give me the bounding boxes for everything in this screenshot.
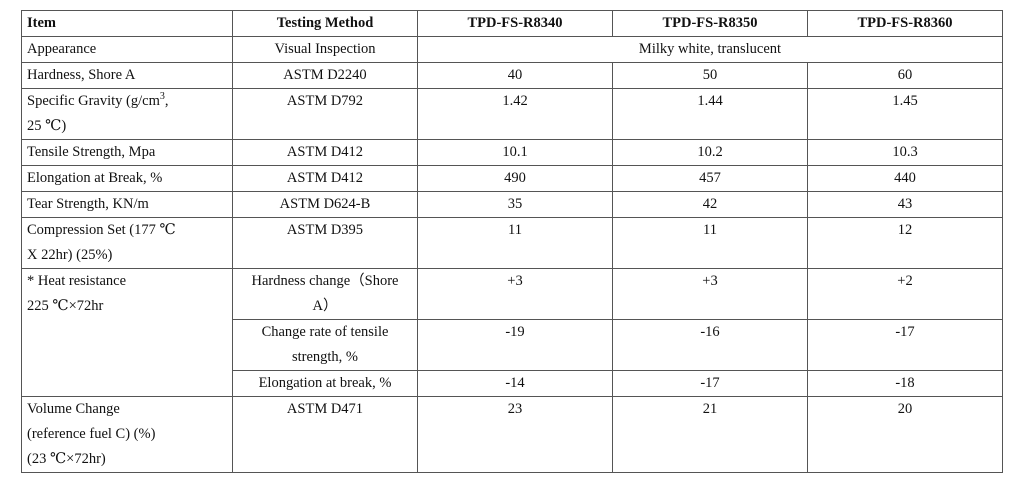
header-item: Item	[21, 10, 233, 37]
table-row: * Heat resistance 225 ℃×72hr Hardness ch…	[21, 268, 1003, 397]
item-cell: Appearance	[21, 36, 233, 63]
value-cell: 23	[417, 396, 613, 473]
method-cell: ASTM D395	[232, 217, 418, 269]
value-cell: 1.45	[807, 88, 1003, 140]
item-text: 225 ℃×72hr	[27, 298, 104, 314]
table-row: Volume Change (reference fuel C) (%) (23…	[21, 396, 1003, 473]
method-text: Hardness change（Shore	[251, 273, 399, 289]
header-r8360: TPD-FS-R8360	[807, 10, 1003, 37]
table-row: Tear Strength, KN/m ASTM D624-B 35 42 43	[21, 191, 1003, 218]
method-cell: ASTM D2240	[232, 62, 418, 89]
value-cell: 40	[417, 62, 613, 89]
method-cell: Elongation at break, %	[232, 370, 418, 397]
item-cell: Hardness, Shore A	[21, 62, 233, 89]
value-cell: 21	[612, 396, 808, 473]
method-cell: Visual Inspection	[232, 36, 418, 63]
value-cell: +3	[417, 268, 613, 320]
item-text: Compression Set (177 ℃	[27, 222, 176, 238]
table-row: Specific Gravity (g/cm3, 25 ℃) ASTM D792…	[21, 88, 1003, 140]
value-cell: 1.42	[417, 88, 613, 140]
value-cell: 35	[417, 191, 613, 218]
value-cell: 11	[417, 217, 613, 269]
table-row: Hardness, Shore A ASTM D2240 40 50 60	[21, 62, 1003, 89]
method-cell: Hardness change（Shore A）	[232, 268, 418, 320]
value-cell: +3	[612, 268, 808, 320]
value-cell: 50	[612, 62, 808, 89]
item-text: * Heat resistance	[27, 273, 127, 289]
item-text: (23 ℃×72hr)	[27, 451, 106, 467]
value-cell: 11	[612, 217, 808, 269]
value-cell: 440	[807, 165, 1003, 192]
value-cell: -18	[807, 370, 1003, 397]
header-r8340: TPD-FS-R8340	[417, 10, 613, 37]
item-text: X 22hr) (25%)	[27, 247, 113, 263]
item-cell: Tensile Strength, Mpa	[21, 139, 233, 166]
value-cell: 1.44	[612, 88, 808, 140]
appearance-value: Milky white, translucent	[417, 36, 1003, 63]
value-cell: 10.3	[807, 139, 1003, 166]
value-cell: 457	[612, 165, 808, 192]
value-cell: 20	[807, 396, 1003, 473]
item-text: 25 ℃)	[27, 118, 67, 134]
superscript: 3	[159, 91, 165, 103]
method-cell: ASTM D412	[232, 139, 418, 166]
heat-resistance-item: * Heat resistance 225 ℃×72hr	[21, 268, 233, 397]
value-cell: 60	[807, 62, 1003, 89]
item-cell: Tear Strength, KN/m	[21, 191, 233, 218]
spec-table: Item Testing Method TPD-FS-R8340 TPD-FS-…	[21, 10, 1003, 473]
value-cell: -17	[807, 319, 1003, 371]
table-row: Change rate of tensile strength, % -19 -…	[22, 319, 1003, 371]
table-row: Compression Set (177 ℃ X 22hr) (25%) AST…	[21, 217, 1003, 269]
method-cell: ASTM D412	[232, 165, 418, 192]
value-cell: -16	[612, 319, 808, 371]
value-cell: -17	[612, 370, 808, 397]
value-cell: 10.2	[612, 139, 808, 166]
value-cell: 12	[807, 217, 1003, 269]
method-text: strength, %	[291, 349, 359, 365]
item-text: (reference fuel C) (%)	[27, 426, 156, 442]
header-row: Item Testing Method TPD-FS-R8340 TPD-FS-…	[21, 10, 1003, 37]
header-testing-method: Testing Method	[232, 10, 418, 37]
item-cell: Volume Change (reference fuel C) (%) (23…	[21, 396, 233, 473]
method-cell: ASTM D792	[232, 88, 418, 140]
method-text: Change rate of tensile	[261, 324, 389, 340]
method-text: A）	[312, 298, 338, 314]
value-cell: 43	[807, 191, 1003, 218]
value-cell: 10.1	[417, 139, 613, 166]
method-cell: ASTM D471	[232, 396, 418, 473]
value-cell: -19	[417, 319, 613, 371]
item-text: Volume Change	[27, 401, 120, 417]
value-cell: -14	[417, 370, 613, 397]
item-cell: Specific Gravity (g/cm3, 25 ℃)	[21, 88, 233, 140]
item-cell: Elongation at Break, %	[21, 165, 233, 192]
value-cell: 490	[417, 165, 613, 192]
item-cell: Compression Set (177 ℃ X 22hr) (25%)	[21, 217, 233, 269]
item-text: Specific Gravity (g/cm	[27, 93, 160, 109]
header-r8350: TPD-FS-R8350	[612, 10, 808, 37]
table-row: Appearance Visual Inspection Milky white…	[21, 36, 1003, 63]
value-cell: +2	[807, 268, 1003, 320]
item-text: ,	[164, 93, 169, 109]
value-cell: 42	[612, 191, 808, 218]
table-row: Tensile Strength, Mpa ASTM D412 10.1 10.…	[21, 139, 1003, 166]
table-row: Elongation at Break, % ASTM D412 490 457…	[21, 165, 1003, 192]
method-cell: Change rate of tensile strength, %	[232, 319, 418, 371]
method-cell: ASTM D624-B	[232, 191, 418, 218]
